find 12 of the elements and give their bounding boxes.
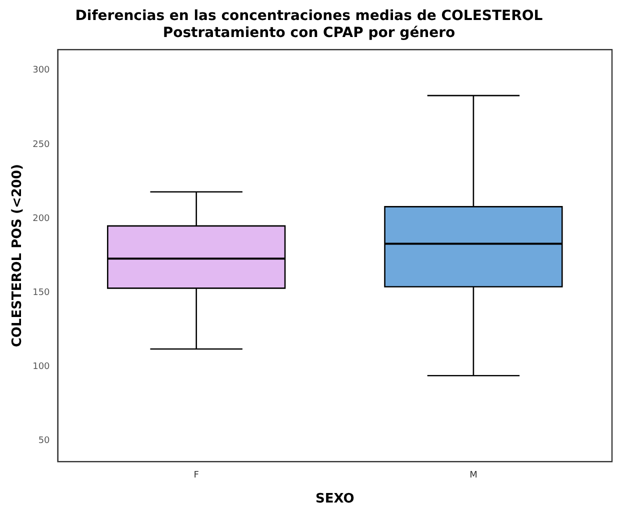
y-tick-label: 50: [38, 436, 50, 446]
x-axis-title: SEXO: [315, 492, 354, 507]
y-tick-label: 250: [32, 140, 50, 150]
chart-subtitle: Postratamiento con CPAP por género: [162, 24, 456, 41]
y-tick-label: 200: [32, 214, 50, 224]
x-tick-label: F: [194, 470, 199, 480]
y-axis-title: COLESTEROL POS (<200): [10, 164, 26, 348]
x-tick-label: M: [470, 470, 478, 480]
y-tick-label: 100: [32, 362, 50, 372]
chart-title: Diferencias en las concentraciones medias de COLESTEROL: [75, 8, 543, 24]
y-tick-label: 300: [32, 66, 50, 76]
y-tick-label: 150: [32, 288, 50, 298]
